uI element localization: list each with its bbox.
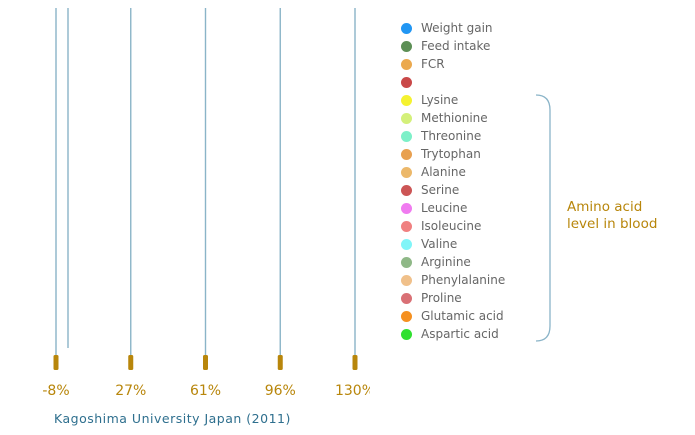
tick-marker-4 (352, 355, 358, 370)
tick-label-2: 61% (190, 383, 221, 399)
legend-item: Serine (401, 181, 505, 199)
legend-item: Arginine (401, 253, 505, 271)
bracket (535, 94, 551, 342)
tick-marker-2 (203, 355, 208, 370)
legend-marker (401, 184, 412, 196)
legend-item (401, 73, 505, 91)
legend-label: Weight gain (421, 21, 493, 35)
legend-marker (401, 40, 412, 52)
legend-item: Weight gain (401, 19, 505, 37)
legend-marker (401, 76, 412, 88)
legend-label: Serine (421, 183, 460, 197)
legend-label: Alanine (421, 165, 466, 179)
tick-marker-3 (277, 355, 283, 370)
legend-item: Isoleucine (401, 217, 505, 235)
legend-item: Methionine (401, 109, 505, 127)
legend-marker (401, 310, 412, 322)
legend-label: Arginine (421, 255, 471, 269)
legend-marker (401, 202, 412, 214)
bracket-label-line1: Amino acid (567, 199, 643, 215)
legend-marker (401, 58, 412, 70)
legend-marker (401, 238, 412, 250)
legend-marker (401, 328, 412, 340)
bracket-label-line2: level in blood (567, 216, 658, 232)
bracket-label: Amino acid level in blood (567, 199, 687, 233)
legend-label: Leucine (421, 201, 468, 215)
legend-item: Threonine (401, 127, 505, 145)
legend-marker (401, 166, 412, 178)
legend-label: Glutamic acid (421, 309, 504, 323)
legend-item: FCR (401, 55, 505, 73)
legend-marker (401, 112, 412, 124)
legend-item: Trytophan (401, 145, 505, 163)
tick-marker-0 (53, 355, 59, 370)
legend-label: Methionine (421, 111, 488, 125)
legend-item: Valine (401, 235, 505, 253)
legend-label: Aspartic acid (421, 327, 499, 341)
legend-marker (401, 22, 412, 34)
legend-marker (401, 220, 412, 232)
tick-label-3: 96% (265, 383, 296, 399)
tick-label-4: 130% (335, 383, 370, 399)
source-caption: Kagoshima University Japan (2011) (54, 411, 291, 426)
legend-marker (401, 148, 412, 160)
legend-item: Leucine (401, 199, 505, 217)
legend-marker (401, 292, 412, 304)
tick-label-1: 27% (115, 383, 146, 399)
tick-marker-1 (128, 355, 134, 370)
legend-label: Trytophan (421, 147, 481, 161)
legend-marker (401, 130, 412, 142)
legend-item: Alanine (401, 163, 505, 181)
legend-label: Valine (421, 237, 458, 251)
legend-item: Feed intake (401, 37, 505, 55)
legend-marker (401, 256, 412, 268)
legend: Weight gain Feed intake FCR Lysine Methionin… (401, 19, 505, 343)
legend-item: Glutamic acid (401, 307, 505, 325)
legend-item: Lysine (401, 91, 505, 109)
legend-marker (401, 274, 412, 286)
legend-item: Proline (401, 289, 505, 307)
legend-label: Feed intake (421, 39, 491, 53)
legend-label: Phenylalanine (421, 273, 506, 287)
tick-label-0: -8% (42, 383, 69, 399)
legend-item: Phenylalanine (401, 271, 505, 289)
legend-label: Lysine (421, 93, 459, 107)
legend-label: Proline (421, 291, 462, 305)
legend-label: FCR (421, 57, 445, 71)
chart-plot: -8% 27% 61% 96% 130% (42, 8, 370, 399)
legend-marker (401, 94, 412, 106)
legend-label: Threonine (421, 129, 482, 143)
legend-item: Aspartic acid (401, 325, 505, 343)
legend-label: Isoleucine (421, 219, 482, 233)
